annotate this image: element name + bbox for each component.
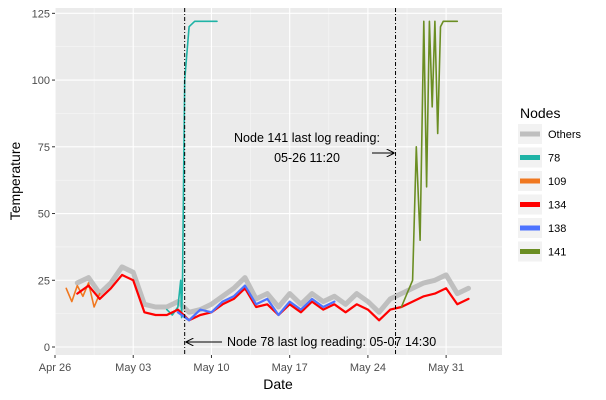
x-tick-label: May 31: [428, 362, 464, 374]
y-tick-label: 25: [38, 275, 50, 287]
y-tick-label: 125: [32, 8, 50, 20]
annotation-layer: Node 141 last log reading: 05-26 11:20 Nod…: [184, 8, 436, 355]
legend: Others 78 109 134 138 141: [518, 124, 582, 262]
x-tick-label: May 10: [193, 362, 229, 374]
series-line-141: [400, 20, 459, 308]
legend-label-109: 109: [548, 176, 566, 188]
x-tick-label: Apr 26: [39, 362, 71, 374]
y-tick-label: 100: [32, 75, 50, 87]
y-axis: 0 25 50 75 100 125: [32, 8, 55, 354]
legend-label-others: Others: [548, 129, 582, 141]
series-line-134: [76, 273, 470, 322]
series-layer: [65, 20, 471, 322]
series-line-78: [166, 20, 218, 319]
y-tick-label: 50: [38, 209, 50, 221]
y-tick-label: 75: [38, 142, 50, 154]
legend-label-134: 134: [548, 200, 566, 212]
annotation-node-141-line2: 05-26 11:20: [274, 151, 340, 165]
series-line-138: [176, 284, 336, 322]
grid-minor: [55, 8, 502, 355]
x-axis-title: Date: [263, 376, 293, 392]
x-axis: Apr 26 May 03 May 10 May 17 May 24 May 31: [39, 355, 464, 374]
legend-label-138: 138: [548, 223, 566, 235]
legend-label-141: 141: [548, 247, 566, 259]
y-tick-label: 0: [44, 342, 50, 354]
panel-background: [55, 8, 502, 355]
x-tick-label: May 03: [115, 362, 151, 374]
legend-label-78: 78: [548, 153, 560, 165]
legend-title: Nodes: [520, 105, 560, 121]
annotation-node-141-line1: Node 141 last log reading:: [234, 131, 380, 145]
y-axis-title: Temperature: [7, 141, 23, 220]
x-tick-label: May 17: [272, 362, 308, 374]
series-line-109: [65, 282, 101, 308]
x-tick-label: May 24: [350, 362, 386, 374]
annotation-node-78: Node 78 last log reading: 05-07 14:30: [227, 335, 436, 349]
series-line-others: [74, 264, 471, 315]
